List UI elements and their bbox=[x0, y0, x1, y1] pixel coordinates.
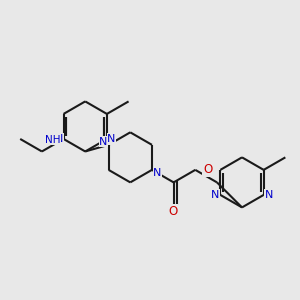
Text: N: N bbox=[211, 190, 219, 200]
Text: N: N bbox=[107, 134, 116, 144]
Text: N: N bbox=[99, 137, 107, 147]
Text: NH: NH bbox=[45, 135, 61, 145]
Text: N: N bbox=[265, 190, 273, 200]
Text: N: N bbox=[55, 134, 63, 144]
Text: O: O bbox=[168, 205, 178, 218]
Text: N: N bbox=[153, 168, 161, 178]
Text: O: O bbox=[203, 163, 212, 176]
